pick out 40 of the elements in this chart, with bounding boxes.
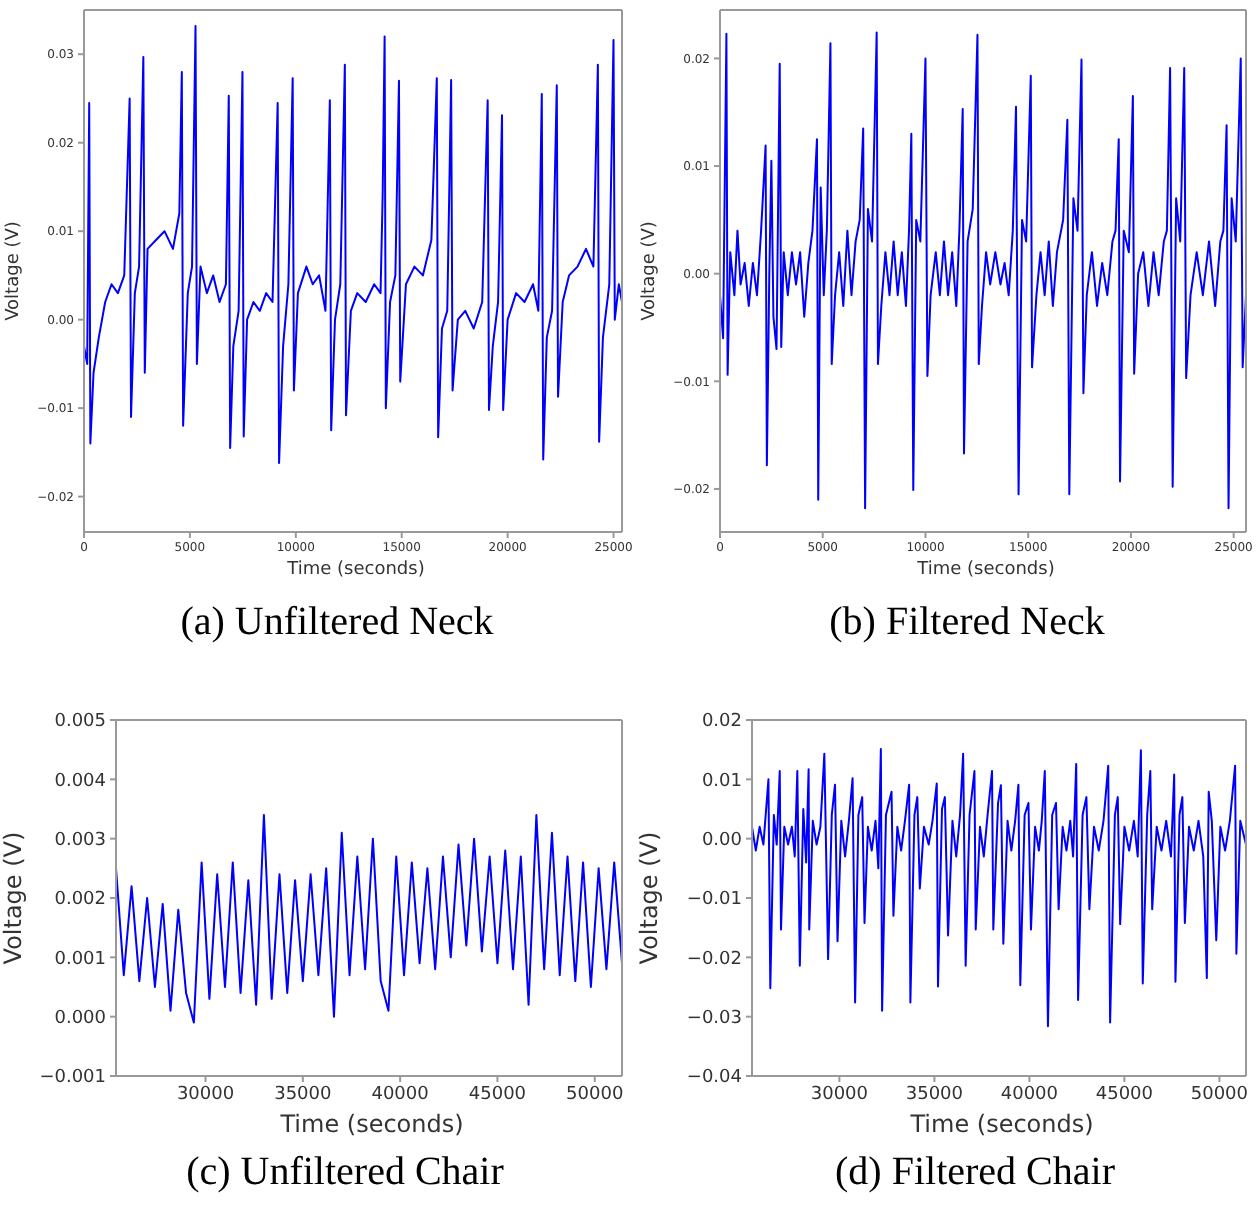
text: (a) Unfiltered Neck	[178, 600, 496, 646]
y-tick-label: −0.01	[686, 890, 742, 911]
text: (c) Unfiltered Chair	[184, 1150, 506, 1196]
y-tick-label: −0.03	[686, 1009, 742, 1030]
y-axis-title: Voltage (V)	[634, 831, 663, 965]
y-tick-label: 0.000	[54, 1009, 107, 1030]
y-tick-label: 0.003	[54, 831, 106, 852]
text: (b) Filtered Neck	[827, 600, 1107, 646]
y-axis-title: Voltage (V)	[4, 221, 25, 321]
y-tick-label: 0.002	[54, 890, 106, 911]
y-tick-label: 0.00	[701, 831, 743, 852]
line-series	[752, 748, 1246, 1028]
y-axis-title: Voltage (V)	[640, 221, 661, 321]
x-axis-title: Time (seconds)	[278, 1110, 466, 1138]
x-axis-title: Time (seconds)	[285, 560, 427, 580]
y-tick-label: 0.001	[54, 949, 106, 970]
x-tick-label: 45000	[468, 1084, 527, 1105]
line-series	[116, 813, 622, 1024]
x-tick-label: 35000	[905, 1084, 964, 1105]
line-series	[84, 24, 622, 464]
x-tick-label: 40000	[371, 1084, 430, 1105]
x-axis-title: Time (seconds)	[915, 560, 1057, 580]
x-tick-label: 35000	[274, 1084, 332, 1105]
x-tick-label: 30000	[176, 1084, 235, 1105]
x-tick-label: 30000	[810, 1084, 869, 1105]
y-tick-label: −0.04	[686, 1068, 743, 1089]
x-tick-label: 50000	[566, 1084, 624, 1105]
y-tick-label: −0.02	[686, 949, 742, 970]
x-tick-label: 50000	[1190, 1084, 1249, 1105]
x-tick-label: 40000	[1000, 1084, 1059, 1105]
y-tick-label: 0.004	[54, 771, 107, 792]
y-tick-label: 0.02	[701, 712, 742, 733]
line-series	[720, 31, 1246, 510]
y-tick-label: −0.001	[39, 1068, 106, 1089]
y-axis-title: Voltage (V)	[0, 831, 27, 965]
y-tick-label: 0.01	[701, 771, 742, 792]
text: (d) Filtered Chair	[833, 1150, 1117, 1196]
y-tick-label: 0.005	[54, 712, 106, 733]
x-tick-label: 45000	[1095, 1084, 1154, 1105]
x-axis-title: Time (seconds)	[908, 1110, 1096, 1138]
